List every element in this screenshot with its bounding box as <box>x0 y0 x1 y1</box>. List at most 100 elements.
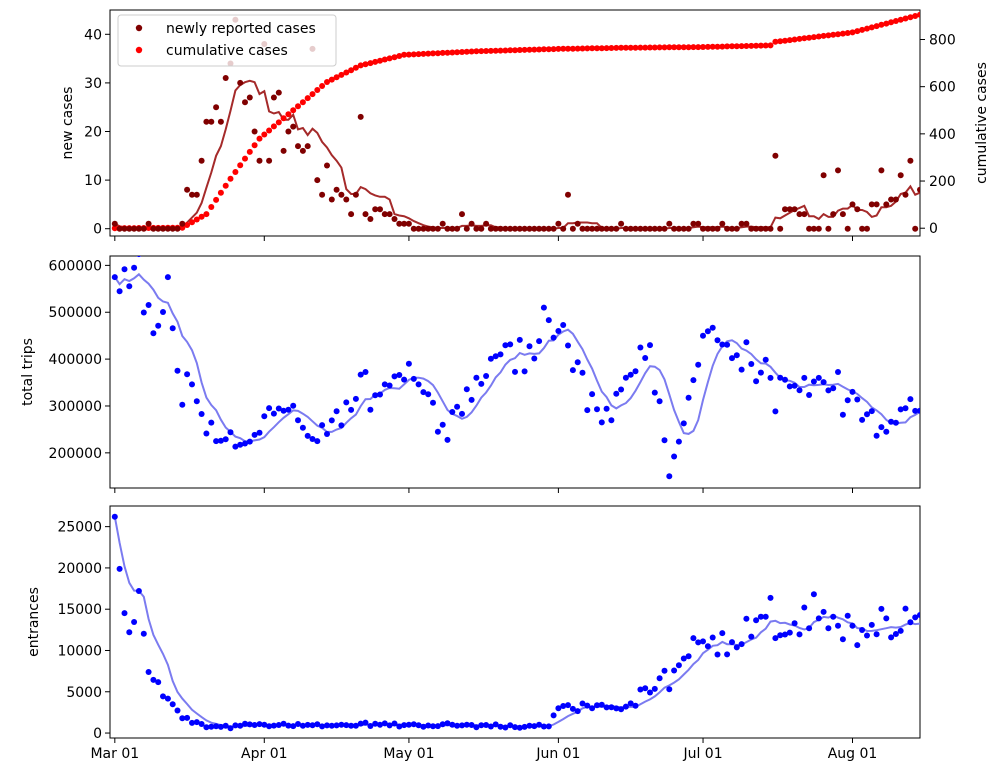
data-point <box>160 309 166 315</box>
data-point <box>473 724 480 731</box>
cumulative-point <box>285 111 292 118</box>
data-point <box>449 409 456 415</box>
cumulative-point <box>791 36 798 43</box>
data-point <box>430 723 436 730</box>
cumulative-point <box>888 19 895 26</box>
data-point <box>502 724 509 731</box>
cumulative-point <box>897 16 904 23</box>
new-case-point <box>864 225 870 232</box>
data-point <box>169 701 176 708</box>
new-case-point <box>594 225 600 232</box>
data-point <box>285 406 292 413</box>
data-point <box>242 440 248 447</box>
data-point <box>622 703 629 710</box>
data-point <box>777 632 784 639</box>
new-case-point <box>753 225 760 232</box>
cumulative-point <box>280 115 287 122</box>
new-case-point <box>545 225 552 232</box>
cumulative-point <box>801 35 808 42</box>
y-tick-label: 20000 <box>57 561 102 577</box>
data-point <box>825 387 832 394</box>
data-point <box>131 264 138 271</box>
data-point <box>536 721 543 728</box>
y-tick-label: 200000 <box>49 446 102 462</box>
new-case-point <box>430 225 436 232</box>
data-point <box>864 632 870 639</box>
x-tick-label: Jul 01 <box>682 746 722 761</box>
data-point <box>299 722 306 729</box>
new-case-point <box>270 94 277 101</box>
data-point <box>695 361 702 368</box>
cumulative-point <box>343 69 350 76</box>
new-case-point <box>661 225 668 232</box>
cumulative-point <box>261 131 268 138</box>
data-point <box>839 411 846 418</box>
data-point <box>820 379 827 386</box>
data-point <box>256 429 263 436</box>
new-case-point <box>521 225 528 232</box>
data-point <box>892 631 899 637</box>
new-case-point <box>155 225 162 232</box>
cumulative-point <box>651 44 658 51</box>
cumulative-point <box>675 44 682 51</box>
data-point <box>285 722 292 729</box>
cumulative-point <box>844 30 851 36</box>
data-point <box>251 722 258 728</box>
data-point <box>502 342 509 349</box>
new-case-point <box>449 225 456 232</box>
cumulative-point <box>198 213 205 220</box>
data-point <box>372 720 379 727</box>
cumulative-point <box>266 127 273 134</box>
data-point <box>189 719 195 726</box>
data-point <box>328 722 335 729</box>
data-point <box>540 304 547 311</box>
x-tick-label: May 01 <box>383 746 434 761</box>
data-point <box>864 411 870 418</box>
new-case-point <box>622 225 629 232</box>
new-case-point <box>820 172 827 179</box>
new-case-point <box>724 225 731 232</box>
data-point <box>555 705 562 712</box>
y2-tick-label: 600 <box>929 80 956 96</box>
y2-tick-label: 0 <box>929 221 938 237</box>
data-point <box>724 341 731 348</box>
data-point <box>801 374 808 381</box>
data-point <box>545 723 552 730</box>
data-point <box>806 625 813 632</box>
cumulative-point <box>820 32 827 39</box>
cumulative-point <box>782 37 788 44</box>
y-tick-label: 10000 <box>57 643 102 659</box>
data-point <box>603 405 610 412</box>
new-case-point <box>502 225 509 232</box>
data-point <box>439 421 446 428</box>
new-case-point <box>473 225 480 232</box>
data-point <box>352 722 359 729</box>
new-case-point <box>150 225 157 232</box>
data-point <box>256 721 263 728</box>
data-point <box>434 428 441 435</box>
cases-marks <box>111 11 920 232</box>
data-point <box>478 380 485 387</box>
y2-tick-label: 200 <box>929 174 956 190</box>
data-point <box>569 705 576 712</box>
data-point <box>565 342 571 349</box>
new-case-point <box>709 225 716 232</box>
cumulative-point <box>454 49 461 56</box>
data-point <box>314 721 321 728</box>
data-point <box>526 722 533 729</box>
data-point <box>131 619 138 625</box>
data-point <box>304 432 311 439</box>
data-point <box>680 420 687 427</box>
data-point <box>849 388 856 395</box>
cumulative-point <box>540 46 547 53</box>
cumulative-point <box>531 46 538 53</box>
data-point <box>695 639 702 646</box>
cumulative-point <box>396 53 403 59</box>
cumulative-point <box>772 38 779 45</box>
data-point <box>917 407 920 414</box>
cumulative-point <box>569 45 576 52</box>
data-point <box>497 723 504 730</box>
cumulative-point <box>656 44 663 51</box>
new-case-point <box>174 225 181 232</box>
